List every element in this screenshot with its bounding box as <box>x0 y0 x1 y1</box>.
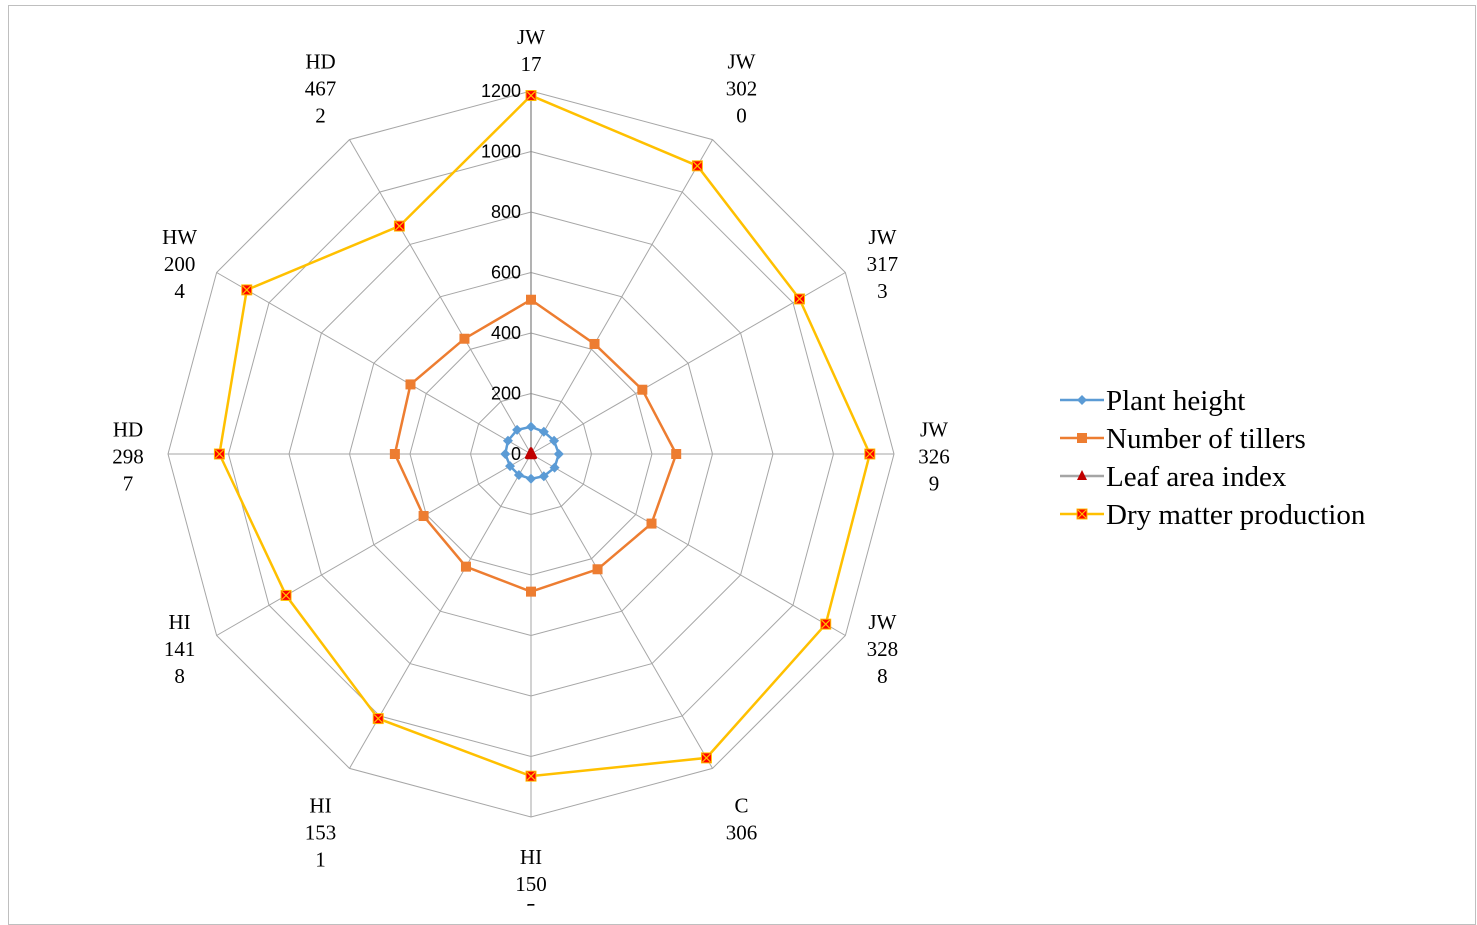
data-point <box>512 424 523 435</box>
category-label: HI 141 8 <box>164 610 196 688</box>
data-point <box>459 333 470 344</box>
data-point <box>213 448 225 460</box>
data-point <box>460 561 471 572</box>
data-point <box>502 435 513 446</box>
category-label: HW 200 4 <box>162 225 197 303</box>
data-point <box>691 160 703 172</box>
legend-label: Leaf area index <box>1106 461 1287 493</box>
data-point <box>589 338 600 349</box>
radial-tick-label: 600 <box>491 263 521 283</box>
legend-label: Number of tillers <box>1106 423 1306 455</box>
category-label: HD 298 7 <box>112 418 144 496</box>
data-point <box>513 469 524 480</box>
spoke-line <box>530 272 846 455</box>
data-point <box>505 461 516 472</box>
category-label: HI1505 <box>515 845 547 906</box>
legend-label: Plant height <box>1106 385 1245 417</box>
data-point <box>526 294 536 305</box>
data-point <box>553 449 564 459</box>
data-point <box>526 473 536 484</box>
data-point <box>592 564 603 575</box>
series-leaf-area-index <box>524 446 538 460</box>
data-point <box>538 426 549 437</box>
data-point <box>241 284 253 296</box>
category-label: HI 153 1 <box>305 793 337 871</box>
radar-grid <box>167 90 895 818</box>
data-point <box>525 90 537 102</box>
radial-tick-label: 200 <box>491 384 521 404</box>
legend-marker <box>1077 395 1087 405</box>
legend: Plant height Number of tillers Leaf area i… <box>1060 385 1366 531</box>
legend-item: Plant height <box>1060 385 1245 417</box>
data-point <box>549 435 560 446</box>
data-point <box>549 462 560 473</box>
radial-tick-label: 400 <box>491 323 521 343</box>
data-point <box>389 449 400 459</box>
radial-axis-ticks: 0 200 400 600 800 1000 1200 <box>481 81 521 464</box>
data-point <box>525 446 536 457</box>
legend-marker <box>1077 433 1087 443</box>
data-point <box>525 770 537 782</box>
radial-tick-label: 1200 <box>481 81 521 101</box>
data-point <box>393 220 405 232</box>
spoke-line <box>530 139 713 455</box>
data-point <box>794 293 806 305</box>
chart-frame <box>8 5 1476 925</box>
series-plant-height <box>500 421 564 484</box>
radial-tick-label: 800 <box>491 202 521 222</box>
category-label: JW 326 9 <box>918 418 950 496</box>
data-point <box>864 448 876 460</box>
radial-tick-label: 1000 <box>481 142 521 162</box>
legend-item: Number of tillers <box>1060 423 1306 455</box>
category-label: JW 317 3 <box>867 225 899 303</box>
legend-item: Leaf area index <box>1060 461 1287 493</box>
category-label: JW 328 8 <box>867 610 899 688</box>
spoke-line <box>530 453 713 769</box>
data-point <box>526 421 536 432</box>
series-dry-matter-production <box>213 90 876 782</box>
data-point <box>538 471 549 482</box>
legend-item: Dry matter production <box>1060 499 1366 531</box>
spoke-line <box>349 139 532 455</box>
data-point <box>637 384 648 395</box>
spoke-line <box>216 453 532 636</box>
data-point <box>671 449 682 459</box>
legend-marker <box>1077 470 1087 480</box>
data-point <box>418 511 429 522</box>
data-point <box>820 618 832 630</box>
data-point <box>700 752 712 764</box>
data-point <box>646 518 657 529</box>
data-point <box>372 713 384 725</box>
legend-label: Dry matter production <box>1106 499 1366 531</box>
category-label: HD 467 2 <box>305 50 337 128</box>
category-label: JW 17 <box>517 25 545 76</box>
data-point <box>500 449 511 459</box>
spoke-line <box>216 272 532 455</box>
series-layer <box>213 90 876 782</box>
category-label: JW 302 0 <box>726 50 758 128</box>
legend-marker <box>1076 508 1088 520</box>
radial-tick-label: 0 <box>511 444 521 464</box>
series-number-of-tillers <box>389 294 682 597</box>
data-point <box>280 589 292 601</box>
spoke-line <box>530 453 846 636</box>
data-point <box>526 586 536 597</box>
category-label: C 306 <box>726 793 758 844</box>
data-point <box>405 379 416 390</box>
